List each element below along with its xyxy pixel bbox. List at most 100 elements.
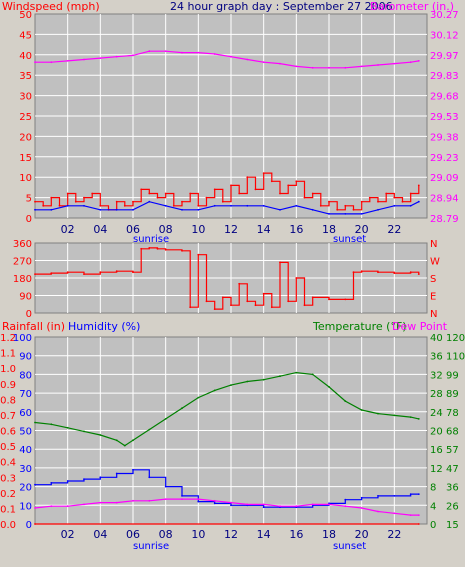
wind-barometer-series [34,50,420,215]
humidity-line-point [213,502,216,505]
axis-tick-label: 29.38 [430,132,459,143]
windspeed-line-point [42,204,45,207]
wind-direction-line-point [262,292,265,295]
axis-tick-label: 20 [19,132,32,143]
temperature-line-point [360,409,363,411]
windspeed-line-point [115,200,118,203]
rainfall-axis-ticks: 1.2 1.1 1.0 0.9 0.8 0.7 0.6 0.5 0.4 0.3 0.2 0.1 0.0 [0,333,16,531]
wind-direction-line-point [189,306,192,309]
wind-average-line-point [213,204,216,207]
windspeed-line-point [197,204,200,207]
axis-tick-label: 30 [19,92,32,103]
dewpoint-line-point [377,510,379,513]
humidity-line-point [50,482,53,484]
barometer-line-point [50,61,53,64]
windspeed-line-point [295,180,298,183]
wind-direction-line-point [238,282,241,285]
dewpoint-line-point [50,505,53,508]
wind-average-line-point [344,213,347,215]
barometer-line-point [417,60,420,62]
humidity-line-point [262,506,265,509]
axis-tick-label: 78 [446,408,459,419]
windspeed-line-point [279,192,281,195]
wind-direction-series [34,247,420,310]
wind-direction-line-point [99,271,102,274]
windspeed-line-point [156,196,159,199]
rainfall-line-point [34,523,36,525]
windspeed-line-point [401,200,404,203]
wind-direction-line-point [377,271,379,274]
wind-average-line-point [66,204,69,207]
hour-tick-label: 14 [257,528,271,541]
wind-direction-line-point [156,247,159,250]
dewpoint-line-point [360,507,363,509]
wind-average-line-point [328,213,330,215]
windspeed-line-point [319,204,322,207]
dewpoint-line-point [213,499,216,502]
axis-tick-label: 1.2 [0,333,16,344]
axis-tick-label: N [430,309,437,320]
axis-tick-label: 26 [446,501,459,512]
wind-average-line-point [230,204,232,207]
wind-direction-line-point [344,298,347,301]
temperature-line-point [99,434,102,436]
axis-tick-label: 29.53 [430,112,459,123]
wind-average-line-point [181,208,183,211]
wind-average-line-point [148,200,151,203]
dewpoint-line-point [417,514,420,516]
axis-tick-label: 0.6 [0,427,16,438]
rainfall-axis-title: Rainfall (in) [2,320,65,333]
humidity-line-point [230,504,232,507]
axis-tick-label: 29.23 [430,153,459,164]
barometer-line-point [164,50,167,53]
dewpoint-line-point [311,503,314,506]
temperature-line-point [213,389,216,392]
windspeed-line-point [58,204,61,207]
humidity-line-point [417,493,420,495]
axis-tick-label: W [430,257,440,268]
direction-degree-ticks: 360 270 180 90 0 [13,239,32,320]
humidity-line-point [99,476,102,479]
axis-tick-label: 0.2 [0,489,16,500]
wind-direction-line-point [393,272,396,274]
hour-tick-label: 12 [224,223,238,236]
barometer-line-point [393,62,396,65]
windspeed-line-point [344,204,347,207]
windspeed-line-point [230,184,232,187]
rain-humidity-temperature-series [34,371,420,525]
wind-direction-line-point [279,261,281,264]
windspeed-line-point [417,184,420,187]
axis-tick-label: 100 [13,333,32,344]
windspeed-line-point [287,184,290,187]
wind-direction-line-point [148,247,151,249]
dewpoint-line-point [393,512,396,515]
hour-tick-label: 06 [126,528,140,541]
humidity-line-point [393,495,396,497]
windspeed-line-point [83,196,85,199]
humidity-line-point [83,478,85,480]
hour-tick-label: 04 [93,528,107,541]
axis-tick-label: 29.68 [430,92,459,103]
windspeed-line-point [409,192,412,195]
axis-tick-label: 47 [446,464,459,475]
humidity-line-point [132,468,134,471]
dewpoint-line-point [197,498,200,500]
hour-tick-label: 18 [322,223,336,236]
axis-tick-label: 120 [446,333,465,344]
windspeed-line-point [132,200,134,203]
axis-tick-label: 35 [19,71,32,82]
humidity-line-point [197,500,200,503]
windspeed-line-point [34,200,36,203]
windspeed-line-point [368,196,371,199]
temperature-line-point [417,418,420,420]
axis-tick-label: 36 [430,352,443,363]
axis-tick-label: 0.0 [0,520,16,531]
wind-direction-line-point [197,253,200,256]
wind-direction-line-point [417,273,420,275]
windspeed-line-point [328,200,330,203]
